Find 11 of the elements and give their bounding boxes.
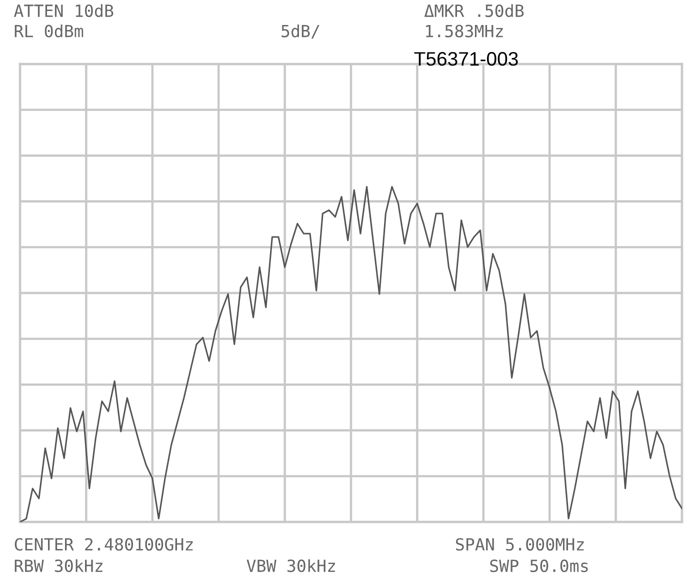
text: SPAN 5.000MHz (456, 538, 584, 551)
text: ATTEN 10dB (14, 4, 114, 18)
text: 5dB/ (282, 24, 320, 39)
text: ΔMKR .50dB (424, 4, 524, 18)
text: VBW 30kHz (246, 559, 335, 572)
text: T56371-003 (414, 52, 518, 66)
text: RBW 30kHz (14, 559, 102, 572)
text: 1.583MHz (426, 24, 503, 38)
text: SWP 50.0ms (490, 560, 588, 572)
text: CENTER 2.480100GHz (14, 538, 193, 551)
text: RL 0dBm (14, 24, 84, 38)
